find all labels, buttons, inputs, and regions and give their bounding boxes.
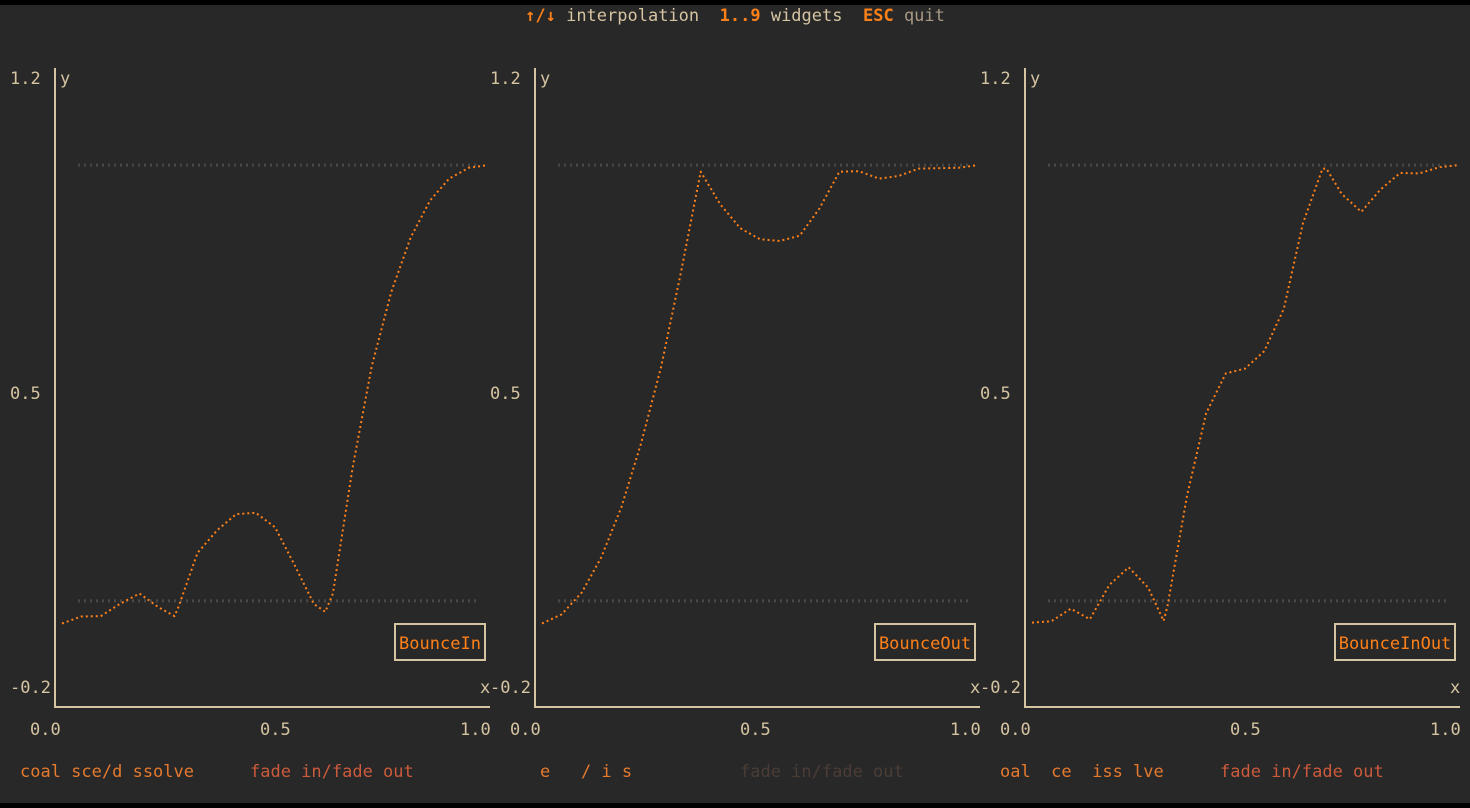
- y-axis-label: y: [60, 69, 71, 89]
- series-line-bounce-in-out: [1031, 164, 1459, 624]
- x-tick-left: 0.0: [510, 720, 541, 740]
- window-top-border: [0, 0, 1470, 5]
- legend-bounce-in-out: BounceInOut: [1334, 623, 1456, 661]
- footer-effects-1: coal sce/d ssolve: [20, 762, 194, 782]
- x-axis-label: x: [1450, 678, 1461, 698]
- x-tick-right: 1.0: [1430, 720, 1461, 740]
- x-tick-left: 0.0: [1000, 720, 1031, 740]
- x-axis-line: [54, 706, 490, 708]
- arrow-keys-hint: ↑/↓: [525, 6, 556, 26]
- footer-fade-2: fade in/fade out: [740, 762, 904, 782]
- y-tick-bottom: -0.2: [490, 678, 531, 698]
- digit-keys-desc: widgets: [770, 6, 843, 26]
- arrow-keys-desc: interpolation: [566, 6, 700, 26]
- y-tick-bottom: -0.2: [980, 678, 1021, 698]
- y-axis-label: y: [1030, 69, 1041, 89]
- y-axis-line: [54, 68, 56, 708]
- x-tick-right: 1.0: [460, 720, 491, 740]
- x-tick-right: 1.0: [950, 720, 981, 740]
- y-axis-line: [1024, 68, 1026, 708]
- x-axis-line: [1024, 706, 1460, 708]
- x-tick-left: 0.0: [30, 720, 61, 740]
- y-axis-label: y: [540, 69, 551, 89]
- x-axis-line: [534, 706, 980, 708]
- footer-effects-3: oal ce iss lve: [1000, 762, 1164, 782]
- y-tick-bottom: -0.2: [10, 678, 51, 698]
- y-tick-mid: 0.5: [490, 384, 521, 404]
- y-tick-mid: 0.5: [10, 384, 41, 404]
- legend-bounce-in: BounceIn: [394, 623, 486, 661]
- x-axis-label: x: [970, 678, 981, 698]
- series-line-bounce-in: [61, 164, 489, 625]
- y-axis-line: [534, 68, 536, 708]
- y-tick-mid: 0.5: [980, 384, 1011, 404]
- help-bar: ↑/↓ interpolation 1..9 widgets ESC quit: [0, 6, 1470, 26]
- x-tick-mid: 0.5: [740, 720, 771, 740]
- digit-keys-hint: 1..9: [719, 6, 761, 26]
- esc-key-desc: quit: [903, 6, 945, 26]
- esc-key-hint: ESC: [862, 6, 894, 26]
- footer-fade-1: fade in/fade out: [250, 762, 414, 782]
- y-tick-top: 1.2: [10, 69, 41, 89]
- y-tick-top: 1.2: [490, 69, 521, 89]
- series-line-bounce-out: [541, 164, 979, 625]
- footer-effects-2: e / i s: [540, 762, 633, 782]
- legend-bounce-out: BounceOut: [874, 623, 976, 661]
- x-tick-mid: 0.5: [260, 720, 291, 740]
- y-tick-top: 1.2: [980, 69, 1011, 89]
- x-tick-mid: 0.5: [1230, 720, 1261, 740]
- x-axis-label: x: [480, 678, 491, 698]
- window-bottom-border: [0, 803, 1470, 808]
- footer-fade-3: fade in/fade out: [1220, 762, 1384, 782]
